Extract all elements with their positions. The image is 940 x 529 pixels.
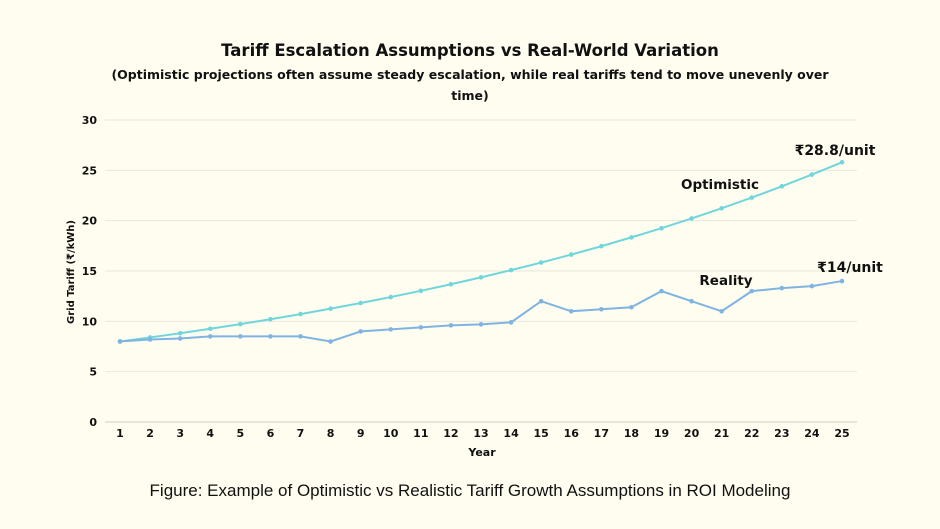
x-tick-label: 13 <box>473 427 488 440</box>
data-point-reality <box>298 334 303 339</box>
data-point-reality <box>177 336 183 341</box>
data-point-optimistic <box>328 306 333 311</box>
data-point-optimistic <box>629 235 634 240</box>
y-tick-label: 20 <box>82 215 98 228</box>
y-tick-label: 0 <box>89 416 97 429</box>
x-tick-label: 20 <box>684 427 700 440</box>
data-point-optimistic <box>388 294 394 300</box>
data-point-optimistic <box>719 205 724 211</box>
data-point-reality <box>779 285 785 291</box>
chart-subtitle-line-1: (Optimistic projections often assume ste… <box>111 67 829 82</box>
data-point-reality <box>358 329 363 334</box>
data-point-optimistic <box>809 172 815 177</box>
data-point-reality <box>659 288 664 294</box>
data-point-optimistic <box>568 252 574 257</box>
x-tick-label: 7 <box>297 427 305 440</box>
figure-caption: Figure: Example of Optimistic vs Realist… <box>150 481 791 500</box>
x-tick-label: 21 <box>714 427 729 440</box>
data-point-reality <box>719 308 724 314</box>
x-tick-label: 3 <box>176 427 184 440</box>
data-point-reality <box>147 337 153 342</box>
data-point-optimistic <box>478 275 484 280</box>
y-tick-label: 15 <box>82 265 97 278</box>
x-tick-label: 16 <box>564 427 580 440</box>
gridlines <box>105 119 857 423</box>
data-point-reality <box>207 334 213 339</box>
data-point-reality <box>328 339 333 344</box>
data-point-reality <box>809 283 815 289</box>
series-label-reality: Reality <box>699 273 752 289</box>
x-tick-label: 9 <box>357 427 365 440</box>
x-tick-label: 6 <box>267 427 275 440</box>
x-tick-label: 22 <box>744 427 759 440</box>
x-tick-label: 15 <box>534 427 549 440</box>
x-tick-label: 2 <box>146 427 154 440</box>
series-label-optimistic: Optimistic <box>681 177 759 193</box>
annotation-reality-end: ₹14/unit <box>817 260 883 276</box>
data-point-reality <box>749 288 755 294</box>
data-point-optimistic <box>177 330 183 336</box>
y-tick-label: 25 <box>82 164 97 177</box>
x-tick-label: 17 <box>594 427 609 440</box>
data-point-optimistic <box>508 267 514 273</box>
data-point-reality <box>508 320 514 325</box>
data-point-optimistic <box>418 288 424 294</box>
data-point-optimistic <box>448 281 454 287</box>
x-tick-label: 1 <box>116 427 124 440</box>
x-tick-label: 5 <box>237 427 245 440</box>
y-axis-label: Grid Tariff (₹/kWh) <box>66 220 77 324</box>
x-axis: 1 2 3 4 5 6 7 8 9 10 11 12 13 14 15 16 17 18 19 20 21 22 23 24 2… <box>116 427 849 440</box>
y-tick-label: 10 <box>82 315 98 328</box>
data-point-reality <box>568 308 574 314</box>
y-axis: 0 5 10 15 20 25 30 <box>82 114 98 429</box>
annotation-optimistic-end: ₹28.8/unit <box>795 143 876 159</box>
data-point-optimistic <box>268 316 273 322</box>
x-tick-label: 25 <box>834 427 849 440</box>
data-point-reality <box>238 334 243 339</box>
data-point-reality <box>689 298 694 304</box>
chart-subtitle-line-2: time) <box>451 88 488 103</box>
series-line-reality <box>119 280 843 343</box>
x-tick-label: 8 <box>327 427 335 440</box>
data-point-reality <box>478 322 484 327</box>
x-tick-label: 10 <box>383 427 399 440</box>
data-point-reality <box>629 304 634 310</box>
y-tick-label: 30 <box>82 114 98 127</box>
x-tick-label: 4 <box>206 427 214 440</box>
x-tick-label: 11 <box>413 427 428 440</box>
data-point-reality <box>538 298 544 304</box>
data-point-optimistic <box>538 260 544 265</box>
data-point-reality <box>117 339 123 344</box>
data-point-reality <box>599 306 604 312</box>
data-point-optimistic <box>779 184 785 189</box>
data-point-optimistic <box>207 326 213 332</box>
data-point-reality <box>268 334 273 339</box>
data-point-reality <box>418 325 424 330</box>
x-tick-label: 24 <box>804 427 820 440</box>
data-point-reality <box>448 323 454 328</box>
data-point-optimistic <box>238 321 243 327</box>
x-axis-label: Year <box>467 446 496 459</box>
x-tick-label: 14 <box>503 427 519 440</box>
data-point-optimistic <box>689 216 694 221</box>
data-point-optimistic <box>599 243 604 249</box>
y-tick-label: 5 <box>89 366 97 379</box>
data-point-optimistic <box>659 225 664 231</box>
series-layer <box>117 159 845 344</box>
x-tick-label: 12 <box>443 427 458 440</box>
data-point-reality <box>839 278 845 284</box>
x-tick-label: 19 <box>654 427 669 440</box>
x-tick-label: 23 <box>774 427 789 440</box>
data-point-reality <box>388 327 394 332</box>
data-point-optimistic <box>298 311 303 317</box>
data-point-optimistic <box>358 300 363 306</box>
data-point-optimistic <box>749 195 755 200</box>
chart-title: Tariff Escalation Assumptions vs Real-Wo… <box>221 41 719 60</box>
data-point-optimistic <box>839 159 845 165</box>
x-tick-label: 18 <box>624 427 639 440</box>
